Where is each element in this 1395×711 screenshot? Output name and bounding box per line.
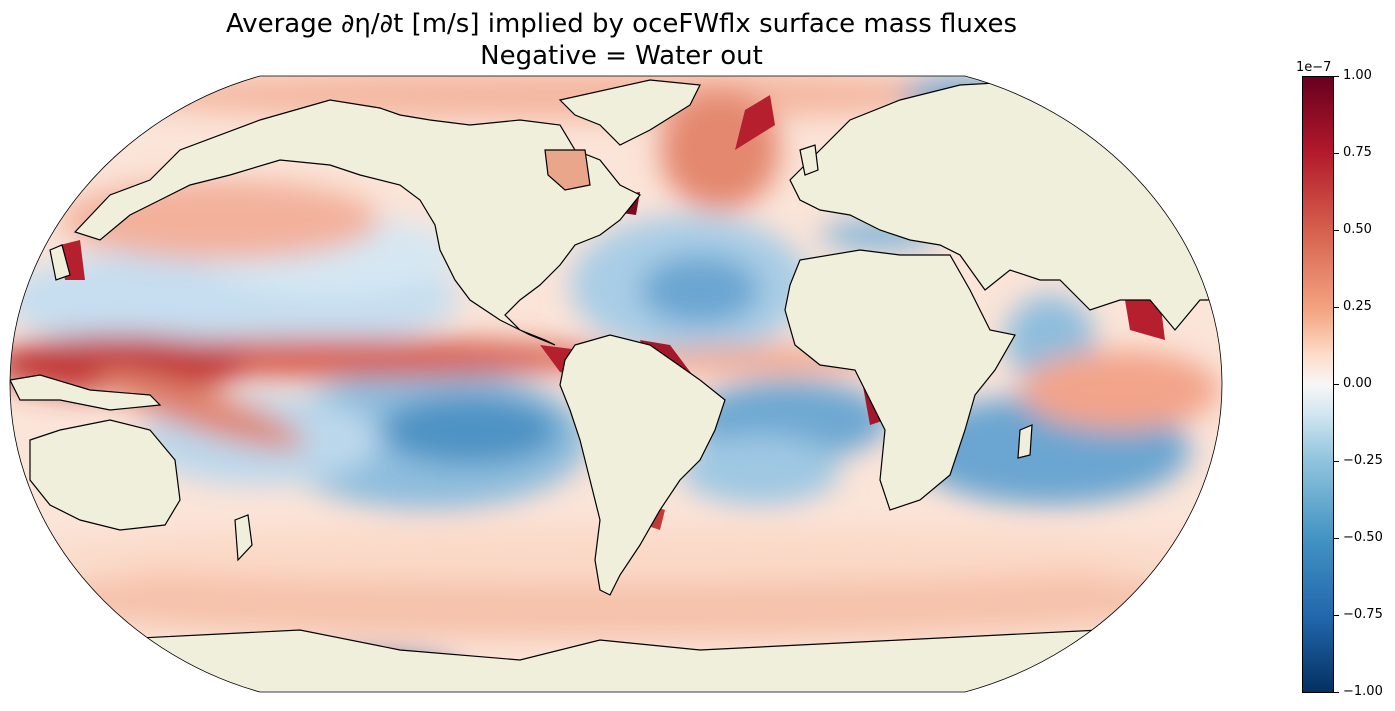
- spcz: [95, 371, 305, 449]
- colorbar-tick-mark: [1334, 76, 1339, 77]
- greenland-land: [558, 79, 701, 146]
- title-line-2: Negative = Water out: [480, 41, 763, 71]
- colorbar-tick-mark: [1334, 615, 1339, 616]
- antarctica-land: [10, 629, 1222, 692]
- colorbar-tick-mark: [1334, 153, 1339, 154]
- colorbar-tick-label: 0.00: [1343, 376, 1372, 391]
- colorbar-tick-label: 0.75: [1343, 145, 1372, 160]
- south-america-land: [559, 334, 726, 596]
- bay-bengal-red: [1125, 300, 1165, 340]
- colorbar-tick-label: −0.75: [1343, 607, 1383, 622]
- colorbar: 1.00 0.75 0.50 0.25 0.00 −0.25 −0.50 −0.75 −1.00: [1302, 69, 1383, 699]
- colorbar-tick-mark: [1334, 307, 1339, 308]
- colorbar-tick-mark: [1334, 692, 1339, 693]
- s-pacific-blue-core: [380, 395, 560, 465]
- colorbar-tick-label: 0.25: [1343, 299, 1372, 314]
- title-line-1: Average ∂η/∂t [m/s] implied by oceFWflx …: [225, 9, 1018, 39]
- colorbar-tick-label: 1.00: [1343, 68, 1372, 83]
- colorbar-tick-mark: [1334, 384, 1339, 385]
- norway-red: [735, 95, 775, 150]
- colorbar-tick-mark: [1334, 230, 1339, 231]
- colorbar-tick-label: 0.50: [1343, 222, 1372, 237]
- map-outline: [9, 75, 1223, 693]
- indian-east-red: [1020, 350, 1220, 430]
- australia-land: [29, 419, 181, 531]
- hudson-bay-water: [544, 149, 591, 191]
- colorbar-offset-label: 1e−7: [1296, 60, 1332, 75]
- africa-land: [784, 249, 1016, 511]
- colorbar-tick-label: −1.00: [1343, 684, 1383, 699]
- north-america-land: [73, 99, 641, 346]
- colorbar-tick-mark: [1334, 538, 1339, 539]
- n-atlantic-blue-core: [640, 255, 760, 325]
- colorbar-tick-mark: [1334, 461, 1339, 462]
- southern-ocean: [10, 560, 1222, 640]
- japan-land: [49, 244, 71, 281]
- colorbar-gradient: [1302, 76, 1334, 693]
- indonesia-land: [10, 374, 162, 411]
- colorbar-tick-label: −0.50: [1343, 530, 1383, 545]
- madagascar-land: [1017, 424, 1033, 459]
- colorbar-tick-label: −0.25: [1343, 453, 1383, 468]
- map-title: Average ∂η/∂t [m/s] implied by oceFWflx …: [0, 8, 1243, 72]
- uk-land: [799, 144, 819, 176]
- world-map: [9, 75, 1223, 693]
- s-atlantic-blue-2: [680, 435, 840, 505]
- new-zealand-land: [234, 514, 253, 562]
